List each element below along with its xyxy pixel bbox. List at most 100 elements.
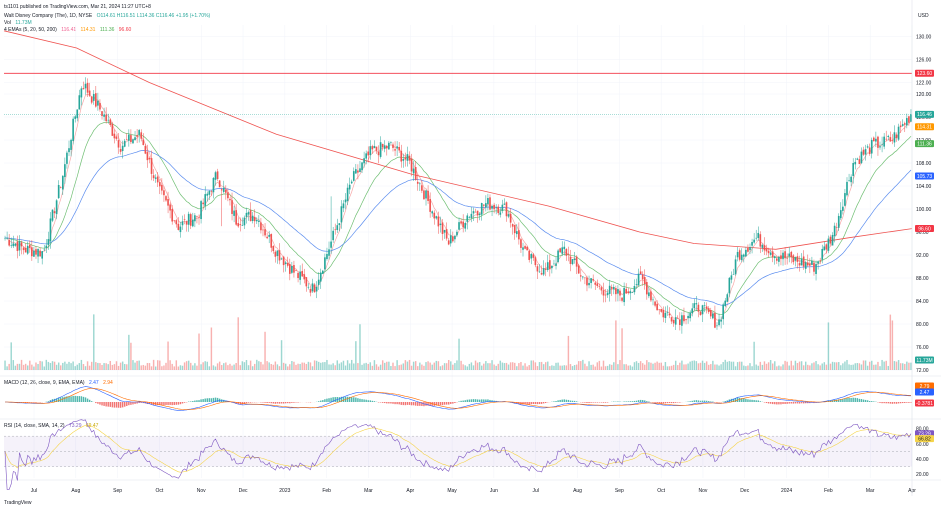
macd-histogram-bar xyxy=(786,402,788,404)
volume-bar xyxy=(784,360,786,370)
volume-bar xyxy=(177,366,180,370)
candle-body xyxy=(260,222,262,231)
volume-bar xyxy=(893,361,896,370)
rsi-legend[interactable]: RSI (14, close, SMA, 14, 2) 73.29 69.47 xyxy=(4,423,101,429)
volume-bar xyxy=(844,361,846,370)
candle-body xyxy=(707,308,710,313)
macd-histogram-bar xyxy=(893,402,896,404)
volume-legend[interactable]: Vol 11.73M xyxy=(4,20,35,26)
macd-histogram-bar xyxy=(126,402,128,407)
time-tick-label: Aug xyxy=(573,488,582,494)
volume-bar xyxy=(871,360,873,370)
volume-bar xyxy=(567,335,570,370)
macd-histogram-bar xyxy=(225,400,227,402)
macd-histogram-bar xyxy=(891,402,894,404)
macd-legend[interactable]: MACD (12, 26, close, 9, EMA, EMA) 2.47 2… xyxy=(4,380,116,386)
candle-body xyxy=(206,193,209,196)
candle-body xyxy=(798,263,801,266)
volume-bar xyxy=(699,362,702,370)
volume-bar xyxy=(891,320,894,370)
price-axis-badge-text: 96.60 xyxy=(918,226,931,232)
macd-histogram-bar xyxy=(852,397,854,402)
volume-bar xyxy=(388,361,390,370)
macd-histogram-bar xyxy=(150,402,153,405)
macd-histogram-bar xyxy=(544,402,547,404)
volume-bar xyxy=(629,365,632,370)
volume-bar xyxy=(456,360,458,370)
price-tick-label: 96.00 xyxy=(916,230,929,236)
volume-bar xyxy=(693,360,696,370)
volume-bar xyxy=(674,360,677,370)
macd-histogram-bar xyxy=(776,402,778,405)
macd-histogram-bar xyxy=(414,402,417,406)
candle-body xyxy=(233,210,235,216)
volume-bar xyxy=(417,366,419,370)
macd-histogram-bar xyxy=(194,400,196,402)
macd-histogram-bar xyxy=(53,398,56,402)
volume-bar xyxy=(206,361,208,370)
candle-body xyxy=(771,251,774,258)
candle-body xyxy=(171,208,174,222)
volume-bar xyxy=(55,364,58,370)
volume-bar xyxy=(466,366,469,370)
macd-histogram-bar xyxy=(800,402,803,404)
time-tick-label: Nov xyxy=(698,488,707,494)
symbol-line: Walt Disney Company (The), 1D, NYSE O114… xyxy=(4,13,213,19)
candle-body xyxy=(352,171,355,181)
macd-histogram-bar xyxy=(856,398,859,402)
macd-histogram-bar xyxy=(596,402,599,403)
volume-bar xyxy=(437,361,440,370)
macd-histogram-bar xyxy=(400,402,402,405)
candle-body xyxy=(392,144,394,148)
volume-bar xyxy=(136,360,138,370)
candle-body xyxy=(270,234,273,248)
time-tick-label: Aug xyxy=(71,488,80,494)
rsi-axis-badge-text: 73.29 xyxy=(918,431,931,437)
macd-histogram-bar xyxy=(183,402,186,403)
candle-body xyxy=(788,253,791,257)
macd-histogram-bar xyxy=(699,400,702,402)
volume-bar xyxy=(289,364,291,370)
macd-histogram-bar xyxy=(157,402,159,406)
volume-bar xyxy=(819,365,821,370)
candle-body xyxy=(286,262,289,266)
volume-bar xyxy=(435,360,438,370)
volume-bar xyxy=(187,360,190,370)
candle-body xyxy=(344,199,347,203)
volume-bar xyxy=(573,365,576,370)
candle-body xyxy=(817,261,819,264)
macd-histogram-bar xyxy=(802,402,805,404)
volume-bar xyxy=(586,366,588,370)
candle-body xyxy=(47,239,50,245)
volume-bar xyxy=(489,363,491,370)
macd-histogram-bar xyxy=(142,402,145,404)
volume-bar xyxy=(173,366,175,370)
macd-histogram-bar xyxy=(532,402,535,405)
macd-histogram-bar xyxy=(458,401,460,402)
macd-histogram-bar xyxy=(588,402,590,404)
price-tick-label: 122.00 xyxy=(916,81,932,87)
volume-bar xyxy=(555,362,557,370)
macd-histogram-bar xyxy=(895,402,898,404)
candle-body xyxy=(258,220,260,222)
volume-bar xyxy=(68,361,70,370)
candle-body xyxy=(718,319,720,326)
volume-bar xyxy=(582,359,584,370)
candle-body xyxy=(712,313,714,319)
symbol-name[interactable]: Walt Disney Company (The), 1D, NYSE xyxy=(4,13,93,19)
candle-body xyxy=(414,167,417,180)
candle-body xyxy=(268,235,271,237)
macd-histogram-bar xyxy=(330,397,332,402)
candle-body xyxy=(28,244,31,248)
ema-legend[interactable]: 4 EMAs (5, 20, 50, 200) 116.41 114.31 11… xyxy=(4,27,134,33)
candle-body xyxy=(117,140,120,148)
volume-bar xyxy=(241,361,244,370)
volume-bar xyxy=(493,364,495,370)
ema20-line xyxy=(5,121,912,316)
candle-body xyxy=(125,139,128,141)
candle-body xyxy=(563,246,566,250)
candle-body xyxy=(86,82,89,93)
candle-body xyxy=(670,317,673,322)
volume-bar xyxy=(846,359,848,370)
